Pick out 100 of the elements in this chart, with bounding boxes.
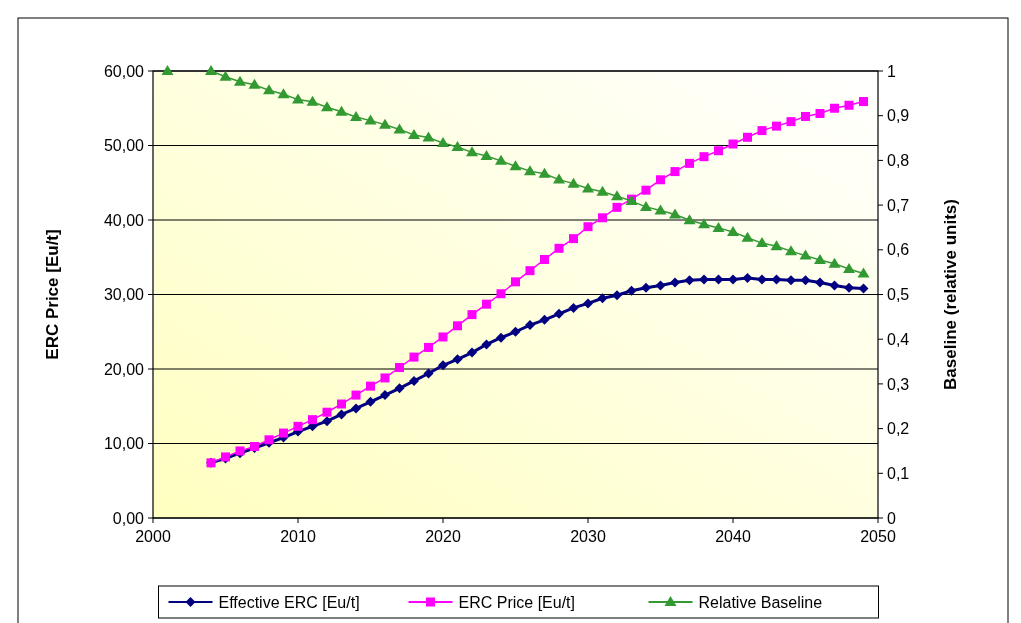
- point: [670, 277, 680, 288]
- x-tick-label: 2030: [570, 528, 606, 545]
- point: [482, 299, 491, 309]
- point: [408, 128, 420, 139]
- point: [583, 222, 593, 232]
- point: [308, 415, 317, 425]
- y2-tick-label: 0,9: [887, 107, 910, 125]
- point: [641, 282, 651, 293]
- point: [422, 131, 435, 142]
- point: [453, 321, 462, 331]
- point: [815, 108, 825, 118]
- point: [685, 158, 694, 168]
- point: [393, 123, 406, 134]
- point: [728, 139, 738, 149]
- point: [800, 275, 811, 286]
- point: [814, 254, 826, 265]
- point: [567, 177, 580, 188]
- point: [451, 140, 464, 151]
- point: [786, 275, 796, 286]
- point: [538, 167, 551, 178]
- y2-tick-label: 0: [887, 509, 896, 527]
- y-tick-label: 20,00: [103, 360, 145, 378]
- point: [466, 146, 478, 157]
- point: [219, 70, 232, 81]
- y2-tick-label: 0,6: [887, 241, 910, 259]
- point: [799, 249, 812, 260]
- point: [857, 267, 870, 278]
- point: [366, 381, 375, 391]
- point: [452, 354, 463, 365]
- point: [728, 274, 738, 285]
- point: [510, 326, 521, 337]
- point: [336, 409, 347, 420]
- point: [757, 274, 767, 285]
- point: [524, 165, 536, 176]
- point: [234, 75, 246, 86]
- point: [409, 375, 419, 386]
- point: [351, 403, 361, 414]
- point: [756, 237, 768, 248]
- y-tick-label: 10,00: [103, 435, 145, 453]
- point: [640, 200, 652, 211]
- point: [293, 421, 303, 431]
- point: [858, 283, 869, 294]
- point: [277, 88, 290, 99]
- point: [742, 273, 753, 284]
- point: [801, 111, 810, 121]
- point: [161, 65, 174, 75]
- point: [698, 218, 710, 229]
- point: [641, 185, 651, 195]
- point: [321, 101, 333, 112]
- y2-tick-label: 0,3: [887, 375, 910, 393]
- point: [379, 118, 391, 129]
- y-tick-label: 50,00: [103, 137, 145, 155]
- point: [335, 105, 348, 116]
- point: [569, 234, 578, 244]
- point: [350, 111, 362, 122]
- point: [554, 243, 564, 253]
- point: [351, 390, 361, 400]
- legend-label: Effective ERC [Eu/t]: [218, 593, 360, 611]
- point: [540, 254, 549, 264]
- point: [380, 390, 390, 401]
- point: [815, 277, 825, 288]
- y-axis-title: ERC Price [Eu/t]: [43, 229, 62, 360]
- point: [743, 132, 752, 142]
- point: [712, 221, 725, 232]
- point: [525, 266, 535, 276]
- y2-tick-label: 0,4: [887, 330, 910, 348]
- point: [684, 275, 695, 286]
- y-tick-label: 60,00: [103, 62, 145, 80]
- y-tick-label: 0,00: [112, 509, 145, 527]
- point: [322, 407, 332, 417]
- x-tick-label: 2020: [425, 528, 461, 545]
- point: [655, 280, 666, 291]
- point: [438, 360, 448, 371]
- y2-tick-label: 0,1: [887, 464, 910, 482]
- point: [785, 245, 797, 256]
- point: [496, 332, 506, 343]
- point: [843, 263, 855, 274]
- point: [279, 428, 288, 438]
- point: [583, 298, 593, 309]
- point: [598, 213, 607, 223]
- point: [467, 310, 477, 320]
- y2-tick-label: 0,7: [887, 196, 910, 214]
- y2-tick-label: 1: [887, 62, 896, 80]
- point: [770, 240, 783, 251]
- point: [337, 399, 346, 409]
- point: [829, 280, 840, 291]
- point: [394, 383, 405, 394]
- point: [669, 208, 681, 219]
- point: [612, 290, 622, 301]
- point: [844, 282, 854, 293]
- point: [380, 373, 390, 383]
- point: [699, 274, 709, 285]
- point: [205, 65, 217, 75]
- point: [699, 152, 709, 162]
- point: [365, 396, 376, 407]
- point: [611, 190, 623, 201]
- point: [828, 257, 841, 268]
- point: [424, 342, 433, 352]
- point: [511, 277, 520, 287]
- point: [322, 416, 332, 427]
